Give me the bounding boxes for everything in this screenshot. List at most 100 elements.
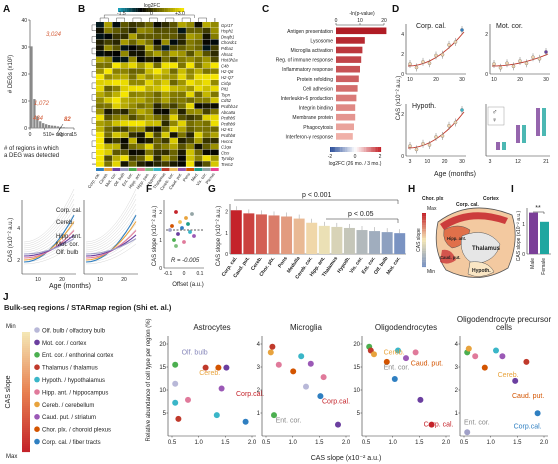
- j-legend-marker: [34, 376, 40, 383]
- b-heat-cell: [169, 62, 178, 69]
- c-legend-step: [365, 147, 368, 152]
- b-gene-label: Hsph1: [221, 29, 233, 34]
- c-legend-step: [367, 147, 370, 152]
- b-heat-cell: [137, 91, 145, 98]
- b-gene-label: Cirbp: [221, 81, 232, 86]
- j-legend-marker: [34, 327, 40, 333]
- c-bar: [336, 65, 360, 73]
- d-ytick: 2: [401, 112, 404, 118]
- d-xtick: 30: [459, 77, 465, 83]
- j-point: [213, 412, 220, 419]
- b-colorbar-step: [153, 8, 156, 12]
- b-heat-cell: [104, 132, 113, 138]
- b-heat-cell: [120, 80, 129, 86]
- b-heat-cell: [178, 33, 186, 40]
- b-heat-cell: [112, 103, 121, 109]
- b-heat-cell: [104, 138, 113, 144]
- b-heat-cell: [153, 27, 162, 34]
- b-heat-cell: [153, 22, 162, 28]
- b-heat-cell: [96, 103, 104, 109]
- a-bar: [42, 123, 45, 128]
- b-heat-cell: [194, 126, 203, 132]
- j-legend-label: Caud. put. / striatum: [42, 415, 96, 421]
- b-heat-cell: [186, 91, 195, 98]
- j-heading: Bulk-seq regions / STARmap region (Shi e…: [4, 303, 172, 312]
- g-bar: [268, 215, 280, 254]
- a-anno-3024: 3,024: [46, 32, 62, 38]
- b-heat-cell: [112, 62, 121, 69]
- b-heat-cell: [104, 149, 113, 156]
- b-heat-cell: [120, 161, 129, 167]
- c-bar: [336, 27, 387, 35]
- b-heat-cell: [169, 161, 178, 167]
- j-point: [172, 399, 179, 406]
- h-scale-step: [422, 223, 426, 226]
- b-heat-cell: [120, 103, 129, 109]
- c-legend-step: [364, 147, 366, 152]
- b-row-dendrogram: [91, 24, 96, 165]
- b-heat-cell: [128, 22, 137, 28]
- c-legend-step: [331, 147, 334, 152]
- b-gene-label: Hvcn1: [221, 139, 233, 144]
- b-heat-cell: [210, 120, 219, 127]
- j-ytick: 3: [455, 365, 459, 371]
- j-scale-step: [22, 420, 30, 423]
- b-heat-cell: [210, 143, 219, 150]
- b-heat-cell: [104, 120, 113, 127]
- b-heat-cell: [186, 138, 195, 144]
- g-bar: [230, 210, 242, 254]
- h-label-thalamus: Thalamus: [472, 246, 501, 252]
- b-heat-cell: [120, 138, 129, 144]
- b-heat-cell: [137, 161, 145, 167]
- j-legend-marker: [34, 414, 40, 420]
- a-xlabel: # of regions in which a DEG was detected: [4, 146, 59, 159]
- b-heat-cell: [186, 45, 195, 51]
- h-scale-step: [422, 236, 426, 239]
- b-region-swatch: [186, 168, 195, 171]
- j-scale-step: [22, 446, 30, 449]
- i-bar: [529, 212, 538, 254]
- e-bg-line: [23, 188, 75, 243]
- d-point: [544, 50, 548, 54]
- j-point: [472, 353, 479, 360]
- j-point: [275, 361, 282, 368]
- j-point: [271, 412, 277, 419]
- j-xtick: 1.5: [415, 440, 424, 446]
- a-xtick: 15: [71, 132, 77, 138]
- b-heat-cell: [186, 39, 195, 45]
- b-colorbar-step: [157, 8, 160, 12]
- b-heat-cell: [120, 68, 129, 74]
- b-colorbar-step: [155, 8, 158, 12]
- j-point: [383, 358, 390, 365]
- b-gene-label: Pcdhb8: [221, 133, 236, 138]
- j-point: [267, 349, 274, 356]
- b-heat-cell: [96, 68, 104, 74]
- f-point: [174, 210, 178, 214]
- j-point-label: Cereb.: [498, 372, 519, 379]
- g-bar: [306, 222, 318, 254]
- a-ytick: 0: [24, 126, 27, 132]
- j-point: [223, 364, 230, 371]
- b-heat-cell: [145, 109, 154, 115]
- b-heat-cell: [210, 85, 219, 92]
- j-legend-label: Mot. cor. / cortex: [42, 341, 86, 347]
- b-heat-cell: [169, 103, 178, 109]
- j-point: [499, 353, 506, 360]
- b-heat-cell: [186, 97, 195, 103]
- h-scale-step: [422, 265, 426, 268]
- h-scale-step: [422, 256, 426, 259]
- b-heat-cell: [161, 39, 170, 45]
- e-bg-line: [85, 213, 137, 253]
- h-scale-step: [422, 243, 426, 246]
- b-colorbar-step: [175, 8, 178, 12]
- b-heat-cell: [186, 56, 195, 63]
- a-anno-82: 82: [64, 117, 71, 123]
- f-point: [180, 226, 184, 230]
- e-series-label: Olf. bulb: [56, 250, 79, 256]
- j-scale-step: [22, 384, 30, 387]
- h-scale-step: [422, 245, 426, 248]
- b-heat-cell: [194, 149, 203, 156]
- b-heat-cell: [161, 97, 170, 103]
- b-heat-cell: [128, 68, 137, 74]
